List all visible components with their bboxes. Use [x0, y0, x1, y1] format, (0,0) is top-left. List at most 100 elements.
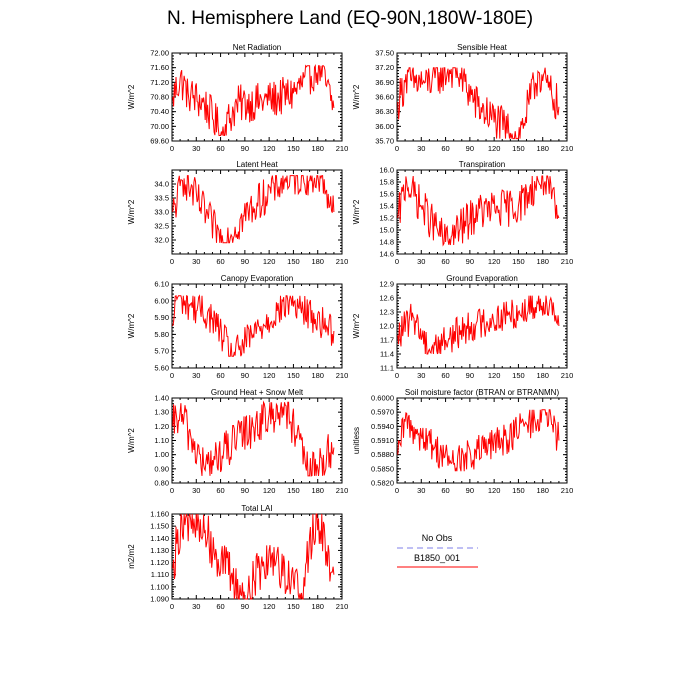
x-tick-label: 150	[512, 486, 525, 495]
y-tick-label: 37.20	[375, 63, 394, 72]
y-tick-label: 1.20	[154, 422, 169, 431]
x-tick-label: 60	[441, 486, 449, 495]
y-tick-label: 34.0	[154, 180, 169, 189]
y-tick-label: 1.100	[150, 582, 169, 591]
x-tick-label: 90	[466, 486, 474, 495]
y-tick-label: 32.0	[154, 236, 169, 245]
x-tick-label: 210	[336, 144, 349, 153]
x-tick-label: 120	[263, 257, 276, 266]
x-tick-label: 60	[216, 144, 224, 153]
series-line-b1850_001	[172, 294, 335, 357]
y-tick-label: 70.00	[150, 122, 169, 131]
x-tick-label: 180	[311, 144, 324, 153]
x-tick-label: 90	[241, 486, 249, 495]
y-tick-label: 6.00	[154, 296, 169, 305]
y-tick-label: 0.6000	[371, 394, 394, 403]
y-tick-label: 1.110	[151, 570, 169, 579]
y-tick-label: 12.6	[379, 294, 394, 303]
y-tick-label: 0.5820	[371, 479, 394, 488]
series-line-b1850_001	[172, 64, 335, 136]
x-tick-label: 0	[170, 486, 174, 495]
x-tick-label: 150	[287, 486, 300, 495]
y-tick-label: 70.80	[150, 93, 169, 102]
panel-title: Total LAI	[241, 504, 272, 513]
y-tick-label: 6.10	[154, 280, 169, 289]
y-axis-label: W/m^2	[352, 199, 361, 224]
x-tick-label: 0	[170, 144, 174, 153]
x-tick-label: 90	[466, 144, 474, 153]
x-tick-label: 180	[311, 602, 324, 611]
x-tick-label: 90	[466, 257, 474, 266]
x-tick-label: 120	[263, 371, 276, 380]
y-tick-label: 32.5	[154, 222, 169, 231]
x-tick-label: 210	[336, 371, 349, 380]
panel-title: Net Radiation	[233, 43, 281, 52]
x-tick-label: 90	[241, 257, 249, 266]
figure-title: N. Hemisphere Land (EQ-90N,180W-180E)	[166, 8, 534, 29]
y-tick-label: 0.5850	[371, 464, 394, 473]
y-tick-label: 15.4	[379, 202, 394, 211]
x-tick-label: 90	[241, 371, 249, 380]
plot-frame	[396, 169, 568, 255]
y-tick-label: 1.00	[154, 450, 169, 459]
y-tick-label: 70.40	[150, 107, 169, 116]
x-tick-label: 210	[336, 602, 349, 611]
x-tick-label: 90	[241, 144, 249, 153]
x-tick-label: 150	[287, 144, 300, 153]
y-tick-label: 0.80	[154, 479, 169, 488]
y-tick-label: 11.4	[380, 350, 394, 359]
legend-label-b1850: B1850_001	[414, 553, 460, 563]
y-tick-label: 11.7	[380, 336, 394, 345]
y-axis-label: W/m^2	[127, 199, 136, 224]
y-axis-label: W/m^2	[352, 313, 361, 338]
y-tick-label: 1.160	[150, 510, 169, 519]
y-tick-label: 12.3	[379, 308, 394, 317]
x-tick-label: 90	[466, 371, 474, 380]
x-tick-label: 150	[512, 257, 525, 266]
x-tick-label: 180	[311, 486, 324, 495]
x-tick-label: 120	[488, 144, 501, 153]
x-tick-label: 150	[512, 371, 525, 380]
series-line-b1850_001	[172, 175, 335, 244]
y-tick-label: 16.0	[379, 166, 394, 175]
y-tick-label: 1.130	[150, 546, 169, 555]
x-tick-label: 210	[561, 486, 574, 495]
x-tick-label: 210	[561, 371, 574, 380]
panel-title: Ground Heat + Snow Melt	[211, 388, 304, 397]
y-tick-label: 1.140	[150, 534, 169, 543]
series-line-b1850_001	[397, 409, 560, 472]
x-tick-label: 150	[287, 371, 300, 380]
x-tick-label: 0	[395, 371, 399, 380]
y-tick-label: 15.2	[379, 214, 394, 223]
x-tick-label: 180	[536, 257, 549, 266]
y-tick-label: 15.8	[379, 178, 394, 187]
y-tick-label: 15.0	[379, 226, 394, 235]
legend: No Obs B1850_001	[397, 533, 478, 568]
x-tick-label: 60	[441, 371, 449, 380]
panel-title: Soil moisture factor (BTRAN or BTRANMN)	[405, 388, 560, 397]
y-tick-label: 12.9	[379, 280, 394, 289]
y-tick-label: 35.70	[375, 137, 394, 146]
plot-frame	[171, 283, 343, 369]
y-tick-label: 15.6	[379, 190, 394, 199]
x-tick-label: 150	[287, 257, 300, 266]
x-tick-label: 150	[512, 144, 525, 153]
panel-title: Ground Evaporation	[446, 274, 518, 283]
x-tick-label: 120	[488, 371, 501, 380]
panel-2: Sensible Heat W/m^2 0 30 60 90 120 150 180 210 35.…	[352, 43, 573, 153]
panel-4: Transpiration W/m^2 0 30 60 90 120 150 180 210 14.…	[352, 160, 573, 266]
x-tick-label: 0	[170, 257, 174, 266]
y-axis-label: W/m^2	[127, 428, 136, 453]
x-tick-label: 30	[192, 371, 200, 380]
y-tick-label: 71.60	[150, 63, 169, 72]
x-tick-label: 180	[536, 371, 549, 380]
y-tick-label: 37.50	[375, 49, 394, 58]
y-tick-label: 5.90	[154, 313, 169, 322]
y-tick-label: 36.00	[375, 122, 394, 131]
y-tick-label: 72.00	[150, 49, 169, 58]
y-tick-label: 0.5880	[371, 450, 394, 459]
y-tick-label: 14.6	[379, 250, 394, 259]
y-tick-label: 1.30	[154, 408, 169, 417]
